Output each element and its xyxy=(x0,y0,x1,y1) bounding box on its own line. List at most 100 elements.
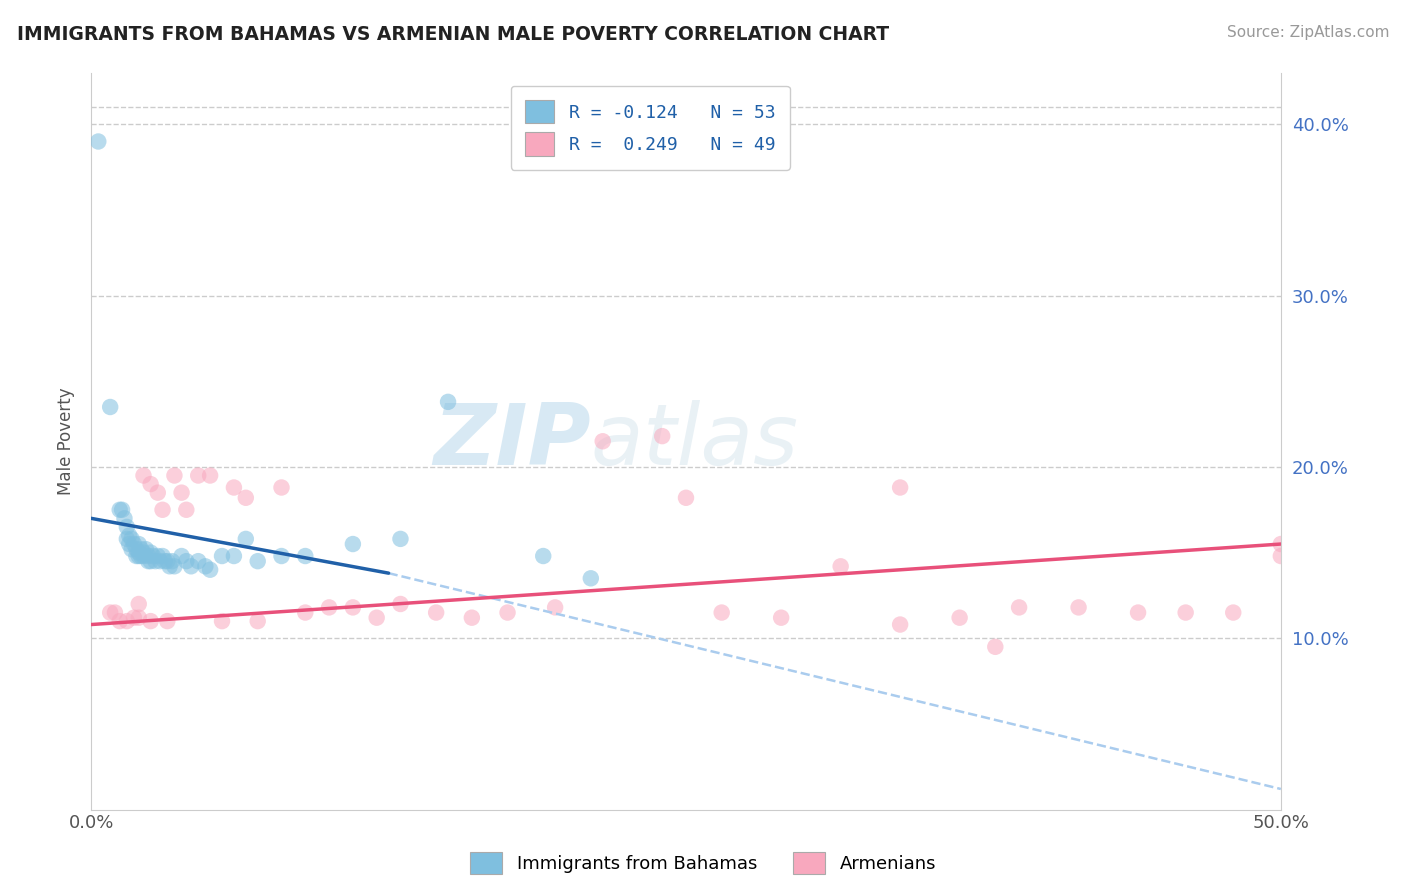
Point xyxy=(198,468,221,483)
Point xyxy=(122,537,145,551)
Point xyxy=(128,549,150,563)
Point xyxy=(121,532,143,546)
Point xyxy=(579,571,602,585)
Point xyxy=(544,600,567,615)
Point xyxy=(194,559,217,574)
Point xyxy=(170,549,193,563)
Point xyxy=(156,614,179,628)
Point xyxy=(176,502,198,516)
Point xyxy=(1270,537,1292,551)
Point xyxy=(156,554,179,568)
Point xyxy=(98,606,121,620)
Point xyxy=(235,532,257,546)
Point xyxy=(270,481,292,495)
Point xyxy=(984,640,1007,654)
Point xyxy=(889,617,911,632)
Legend: R = -0.124   N = 53, R =  0.249   N = 49: R = -0.124 N = 53, R = 0.249 N = 49 xyxy=(510,86,790,170)
Point xyxy=(211,549,233,563)
Point xyxy=(222,549,245,563)
Point xyxy=(132,546,155,560)
Point xyxy=(1222,606,1244,620)
Point xyxy=(115,520,138,534)
Point xyxy=(425,606,447,620)
Point xyxy=(366,610,388,624)
Point xyxy=(145,554,167,568)
Legend: Immigrants from Bahamas, Armenians: Immigrants from Bahamas, Armenians xyxy=(463,845,943,881)
Point xyxy=(129,542,152,557)
Point xyxy=(132,549,155,563)
Point xyxy=(139,614,162,628)
Text: ZIP: ZIP xyxy=(433,400,591,483)
Point xyxy=(139,546,162,560)
Text: IMMIGRANTS FROM BAHAMAS VS ARMENIAN MALE POVERTY CORRELATION CHART: IMMIGRANTS FROM BAHAMAS VS ARMENIAN MALE… xyxy=(17,25,889,44)
Point xyxy=(159,559,181,574)
Point xyxy=(160,554,183,568)
Point xyxy=(1270,549,1292,563)
Point xyxy=(176,554,198,568)
Point xyxy=(1008,600,1031,615)
Point xyxy=(135,542,157,557)
Point xyxy=(149,554,172,568)
Point xyxy=(675,491,697,505)
Text: atlas: atlas xyxy=(591,400,799,483)
Text: Source: ZipAtlas.com: Source: ZipAtlas.com xyxy=(1226,25,1389,40)
Point xyxy=(104,606,127,620)
Point xyxy=(1067,600,1090,615)
Point xyxy=(187,554,209,568)
Point xyxy=(830,559,852,574)
Point xyxy=(108,502,131,516)
Point xyxy=(121,542,143,557)
Point xyxy=(108,614,131,628)
Point xyxy=(198,563,221,577)
Point xyxy=(342,600,364,615)
Point xyxy=(222,481,245,495)
Point xyxy=(1174,606,1197,620)
Point xyxy=(592,434,614,449)
Point xyxy=(129,549,152,563)
Point xyxy=(115,532,138,546)
Point xyxy=(136,549,159,563)
Point xyxy=(389,597,412,611)
Point xyxy=(152,549,174,563)
Point xyxy=(118,537,141,551)
Point xyxy=(139,554,162,568)
Point xyxy=(125,542,148,557)
Point xyxy=(437,395,460,409)
Point xyxy=(142,549,165,563)
Point xyxy=(136,554,159,568)
Point xyxy=(235,491,257,505)
Point xyxy=(180,559,202,574)
Point xyxy=(318,600,340,615)
Point xyxy=(294,549,316,563)
Point xyxy=(246,554,269,568)
Point xyxy=(132,468,155,483)
Point xyxy=(187,468,209,483)
Point xyxy=(152,502,174,516)
Point xyxy=(114,511,136,525)
Point xyxy=(531,549,554,563)
Point xyxy=(270,549,292,563)
Point xyxy=(461,610,484,624)
Point xyxy=(163,559,186,574)
Point xyxy=(146,485,169,500)
Point xyxy=(342,537,364,551)
Point xyxy=(125,549,148,563)
Point xyxy=(128,537,150,551)
Point xyxy=(128,546,150,560)
Point xyxy=(87,135,110,149)
Point xyxy=(163,468,186,483)
Point xyxy=(211,614,233,628)
Point xyxy=(246,614,269,628)
Point xyxy=(651,429,673,443)
Point xyxy=(770,610,793,624)
Point xyxy=(139,477,162,491)
Y-axis label: Male Poverty: Male Poverty xyxy=(58,387,75,495)
Point xyxy=(115,614,138,628)
Point xyxy=(949,610,972,624)
Point xyxy=(889,481,911,495)
Point xyxy=(128,610,150,624)
Point xyxy=(122,610,145,624)
Point xyxy=(146,549,169,563)
Point xyxy=(294,606,316,620)
Point xyxy=(111,502,134,516)
